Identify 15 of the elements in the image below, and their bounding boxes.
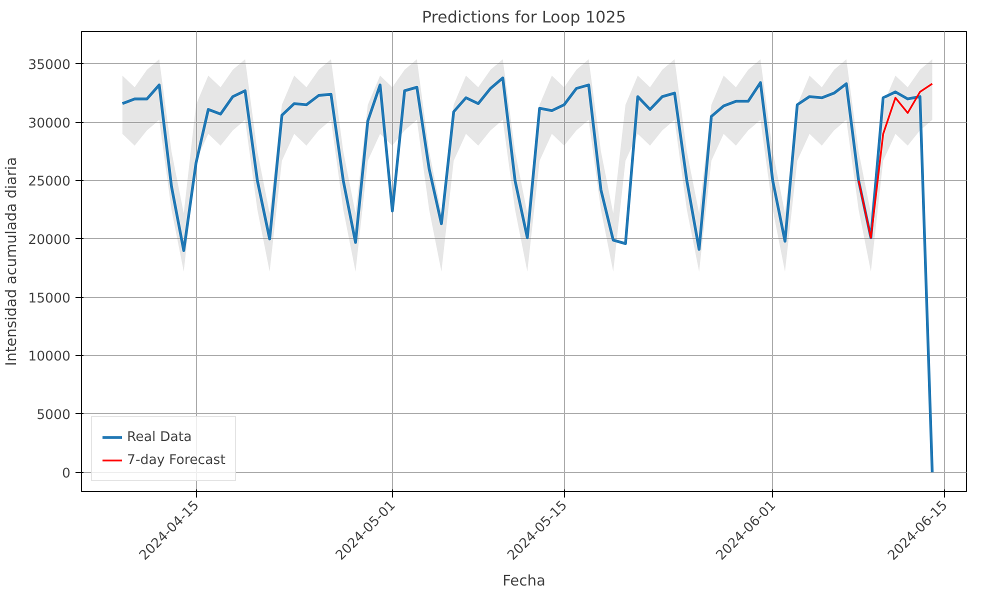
y-tick-label: 10000 bbox=[28, 350, 71, 365]
y-tick-label: 30000 bbox=[28, 116, 71, 132]
y-tick-label: 5000 bbox=[36, 408, 71, 423]
chart-title: Predictions for Loop 1025 bbox=[422, 8, 626, 26]
legend-label: Real Data bbox=[127, 430, 192, 444]
legend-label: 7-day Forecast bbox=[127, 452, 226, 468]
y-tick-label: 20000 bbox=[28, 232, 71, 248]
x-axis-title: Fecha bbox=[502, 572, 546, 590]
line-series bbox=[858, 82, 934, 239]
line-series bbox=[121, 76, 934, 474]
y-tick-label: 25000 bbox=[28, 174, 71, 190]
y-axis-title: Intensidad acumulada diaria bbox=[3, 157, 20, 366]
y-tick-label: 35000 bbox=[28, 58, 71, 73]
y-tick-label: 0 bbox=[62, 466, 71, 482]
y-tick-label: 15000 bbox=[28, 291, 71, 306]
